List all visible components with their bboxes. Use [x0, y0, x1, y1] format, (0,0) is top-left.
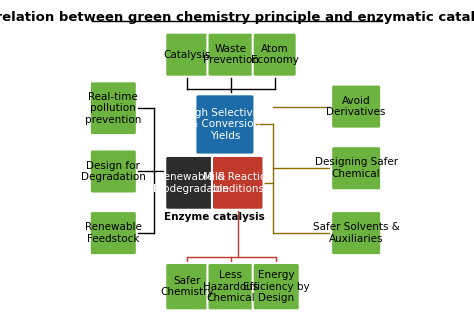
Text: High Selectivity
& Conversion
Yields: High Selectivity & Conversion Yields: [184, 108, 266, 141]
Text: Design for
Degradation: Design for Degradation: [81, 161, 146, 182]
Text: Renewable
Feedstock: Renewable Feedstock: [85, 222, 142, 244]
FancyBboxPatch shape: [331, 211, 381, 255]
FancyBboxPatch shape: [195, 94, 255, 155]
Text: Real-time
pollution
prevention: Real-time pollution prevention: [85, 92, 142, 125]
Text: Safer Solvents &
Auxiliaries: Safer Solvents & Auxiliaries: [313, 222, 400, 244]
Text: Correlation between green chemistry principle and enzymatic catalysis: Correlation between green chemistry prin…: [0, 11, 474, 24]
FancyBboxPatch shape: [208, 263, 255, 310]
Text: Less
Hazardous
Chemical: Less Hazardous Chemical: [203, 270, 259, 303]
FancyBboxPatch shape: [90, 81, 137, 135]
FancyBboxPatch shape: [212, 156, 264, 210]
Text: Avoid
Derivatives: Avoid Derivatives: [327, 96, 386, 117]
FancyBboxPatch shape: [90, 149, 137, 194]
FancyBboxPatch shape: [331, 84, 381, 129]
Text: Enzyme catalysis: Enzyme catalysis: [164, 212, 265, 222]
FancyBboxPatch shape: [331, 146, 381, 190]
FancyBboxPatch shape: [165, 33, 209, 77]
Text: Waste
Prevention: Waste Prevention: [203, 44, 259, 65]
Text: Catalysis: Catalysis: [164, 50, 211, 60]
FancyBboxPatch shape: [90, 211, 137, 255]
Text: Safer
Chemistry: Safer Chemistry: [160, 276, 214, 297]
Text: Atom
Economy: Atom Economy: [251, 44, 299, 65]
FancyBboxPatch shape: [253, 263, 300, 310]
Text: Designing Safer
Chemical: Designing Safer Chemical: [315, 157, 398, 179]
Text: Mild Reaction
conditions: Mild Reaction conditions: [203, 172, 273, 194]
Text: Energy
Efficiency by
Design: Energy Efficiency by Design: [243, 270, 310, 303]
Text: Renewable &
Biodegradable: Renewable & Biodegradable: [153, 172, 229, 194]
FancyBboxPatch shape: [165, 156, 217, 210]
FancyBboxPatch shape: [165, 263, 209, 310]
FancyBboxPatch shape: [208, 33, 255, 77]
FancyBboxPatch shape: [253, 33, 297, 77]
